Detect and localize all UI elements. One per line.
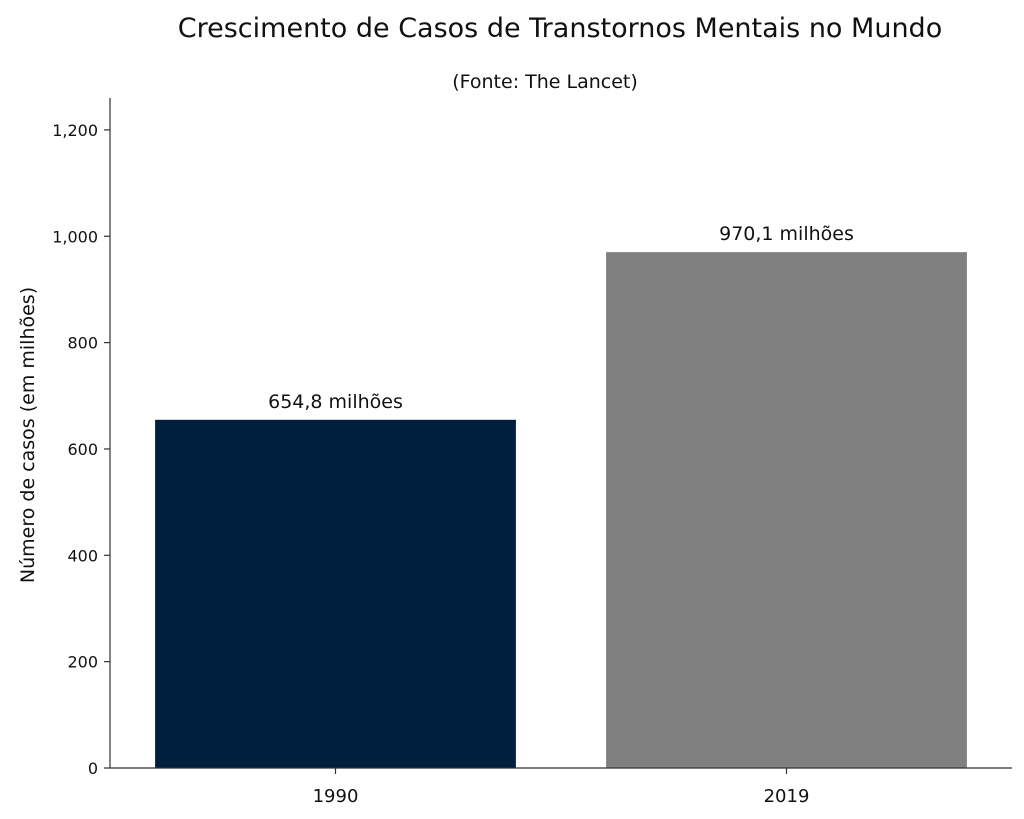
chart-title: Crescimento de Casos de Transtornos Ment…: [178, 13, 942, 44]
bar-1990: [155, 419, 516, 768]
chart-subtitle: (Fonte: The Lancet): [452, 71, 638, 93]
y-tick-label-1200: 1,200: [52, 121, 98, 140]
y-tick-label-800: 800: [67, 334, 98, 353]
y-tick-label-600: 600: [67, 440, 98, 459]
x-tick-label-2019: 2019: [764, 786, 810, 807]
data-label-1990: 654,8 milhões: [268, 391, 403, 413]
y-tick-label-200: 200: [67, 653, 98, 672]
y-axis-label: Número de casos (em milhões): [17, 287, 39, 583]
y-tick-label-400: 400: [67, 546, 98, 565]
y-tick-label-1000: 1,000: [52, 227, 98, 246]
bar-2019: [606, 252, 967, 768]
y-tick-label-0: 0: [88, 759, 98, 778]
data-label-2019: 970,1 milhões: [719, 223, 854, 245]
x-tick-label-1990: 1990: [313, 786, 359, 807]
